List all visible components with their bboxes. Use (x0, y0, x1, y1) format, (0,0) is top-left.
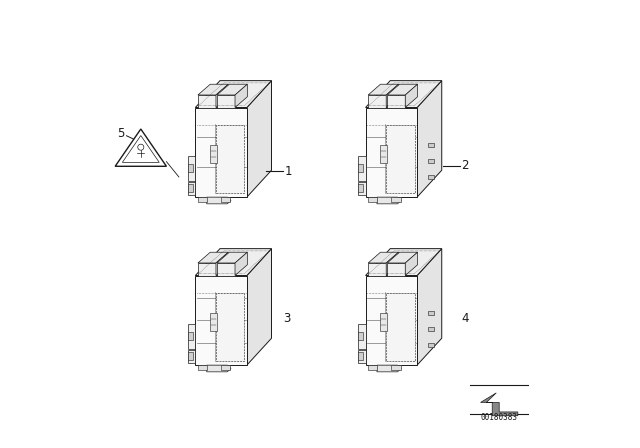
Polygon shape (199, 267, 235, 274)
Polygon shape (358, 182, 365, 195)
Text: 1: 1 (285, 164, 292, 178)
Polygon shape (217, 263, 235, 276)
Polygon shape (188, 182, 195, 195)
Bar (230, 349, 241, 356)
Polygon shape (247, 81, 271, 197)
Polygon shape (358, 324, 365, 349)
Polygon shape (216, 252, 228, 276)
Bar (401, 349, 411, 356)
Bar (401, 297, 411, 305)
Bar (401, 323, 411, 330)
Bar (358, 184, 363, 192)
Bar (358, 164, 363, 172)
Polygon shape (188, 350, 195, 363)
Polygon shape (368, 252, 399, 263)
Bar (188, 352, 193, 360)
Bar (380, 313, 387, 331)
Polygon shape (217, 95, 235, 108)
Polygon shape (188, 324, 195, 349)
Bar (188, 332, 193, 340)
Polygon shape (377, 365, 401, 372)
Polygon shape (369, 99, 405, 106)
Text: 00180383: 00180383 (481, 413, 518, 422)
Polygon shape (481, 393, 518, 416)
Polygon shape (391, 365, 401, 370)
Polygon shape (221, 365, 230, 370)
Polygon shape (387, 252, 417, 263)
Polygon shape (198, 95, 216, 108)
Polygon shape (369, 267, 405, 274)
Bar (188, 164, 193, 172)
Polygon shape (358, 156, 365, 181)
Text: ⚠: ⚠ (136, 149, 145, 159)
Polygon shape (417, 81, 442, 197)
Polygon shape (368, 95, 386, 108)
Bar (230, 297, 241, 305)
Polygon shape (386, 252, 399, 276)
Polygon shape (198, 197, 207, 202)
Bar (358, 352, 363, 360)
Polygon shape (221, 197, 230, 202)
Polygon shape (216, 84, 228, 108)
Bar (428, 327, 433, 331)
Bar (216, 125, 244, 193)
Polygon shape (365, 81, 442, 108)
Bar (380, 145, 387, 163)
Polygon shape (195, 249, 271, 276)
Polygon shape (405, 252, 417, 276)
Bar (428, 159, 433, 163)
Polygon shape (417, 249, 442, 365)
Bar (188, 184, 193, 192)
Bar (210, 313, 217, 331)
Polygon shape (368, 365, 378, 370)
Polygon shape (195, 276, 247, 365)
Text: 3: 3 (284, 312, 291, 326)
Polygon shape (387, 84, 417, 95)
Polygon shape (368, 197, 378, 202)
Polygon shape (188, 156, 195, 181)
Polygon shape (377, 197, 401, 204)
Text: 5: 5 (118, 127, 125, 140)
Polygon shape (198, 365, 207, 370)
Polygon shape (198, 84, 228, 95)
Polygon shape (198, 263, 216, 276)
Polygon shape (365, 108, 417, 197)
Polygon shape (115, 129, 166, 166)
Polygon shape (217, 252, 247, 263)
Polygon shape (195, 108, 247, 197)
Bar (358, 332, 363, 340)
Text: 2: 2 (461, 159, 469, 172)
Polygon shape (247, 249, 271, 365)
Polygon shape (386, 84, 399, 108)
Polygon shape (207, 197, 231, 204)
Polygon shape (391, 197, 401, 202)
Bar (386, 293, 415, 361)
Bar (428, 143, 433, 147)
Bar (210, 145, 217, 163)
Polygon shape (387, 95, 405, 108)
Bar (386, 125, 415, 193)
Polygon shape (387, 263, 405, 276)
Bar (428, 343, 433, 347)
Polygon shape (368, 263, 386, 276)
Polygon shape (358, 350, 365, 363)
Polygon shape (198, 252, 228, 263)
Polygon shape (365, 276, 417, 365)
Bar (230, 323, 241, 330)
Bar (428, 311, 433, 315)
Polygon shape (365, 249, 442, 276)
Bar (428, 175, 433, 179)
Polygon shape (368, 84, 399, 95)
Polygon shape (195, 81, 271, 108)
Polygon shape (207, 365, 231, 372)
Polygon shape (235, 252, 247, 276)
Polygon shape (217, 84, 247, 95)
Polygon shape (199, 99, 235, 106)
Polygon shape (235, 84, 247, 108)
Text: 4: 4 (461, 312, 469, 326)
Polygon shape (405, 84, 417, 108)
Bar (216, 293, 244, 361)
